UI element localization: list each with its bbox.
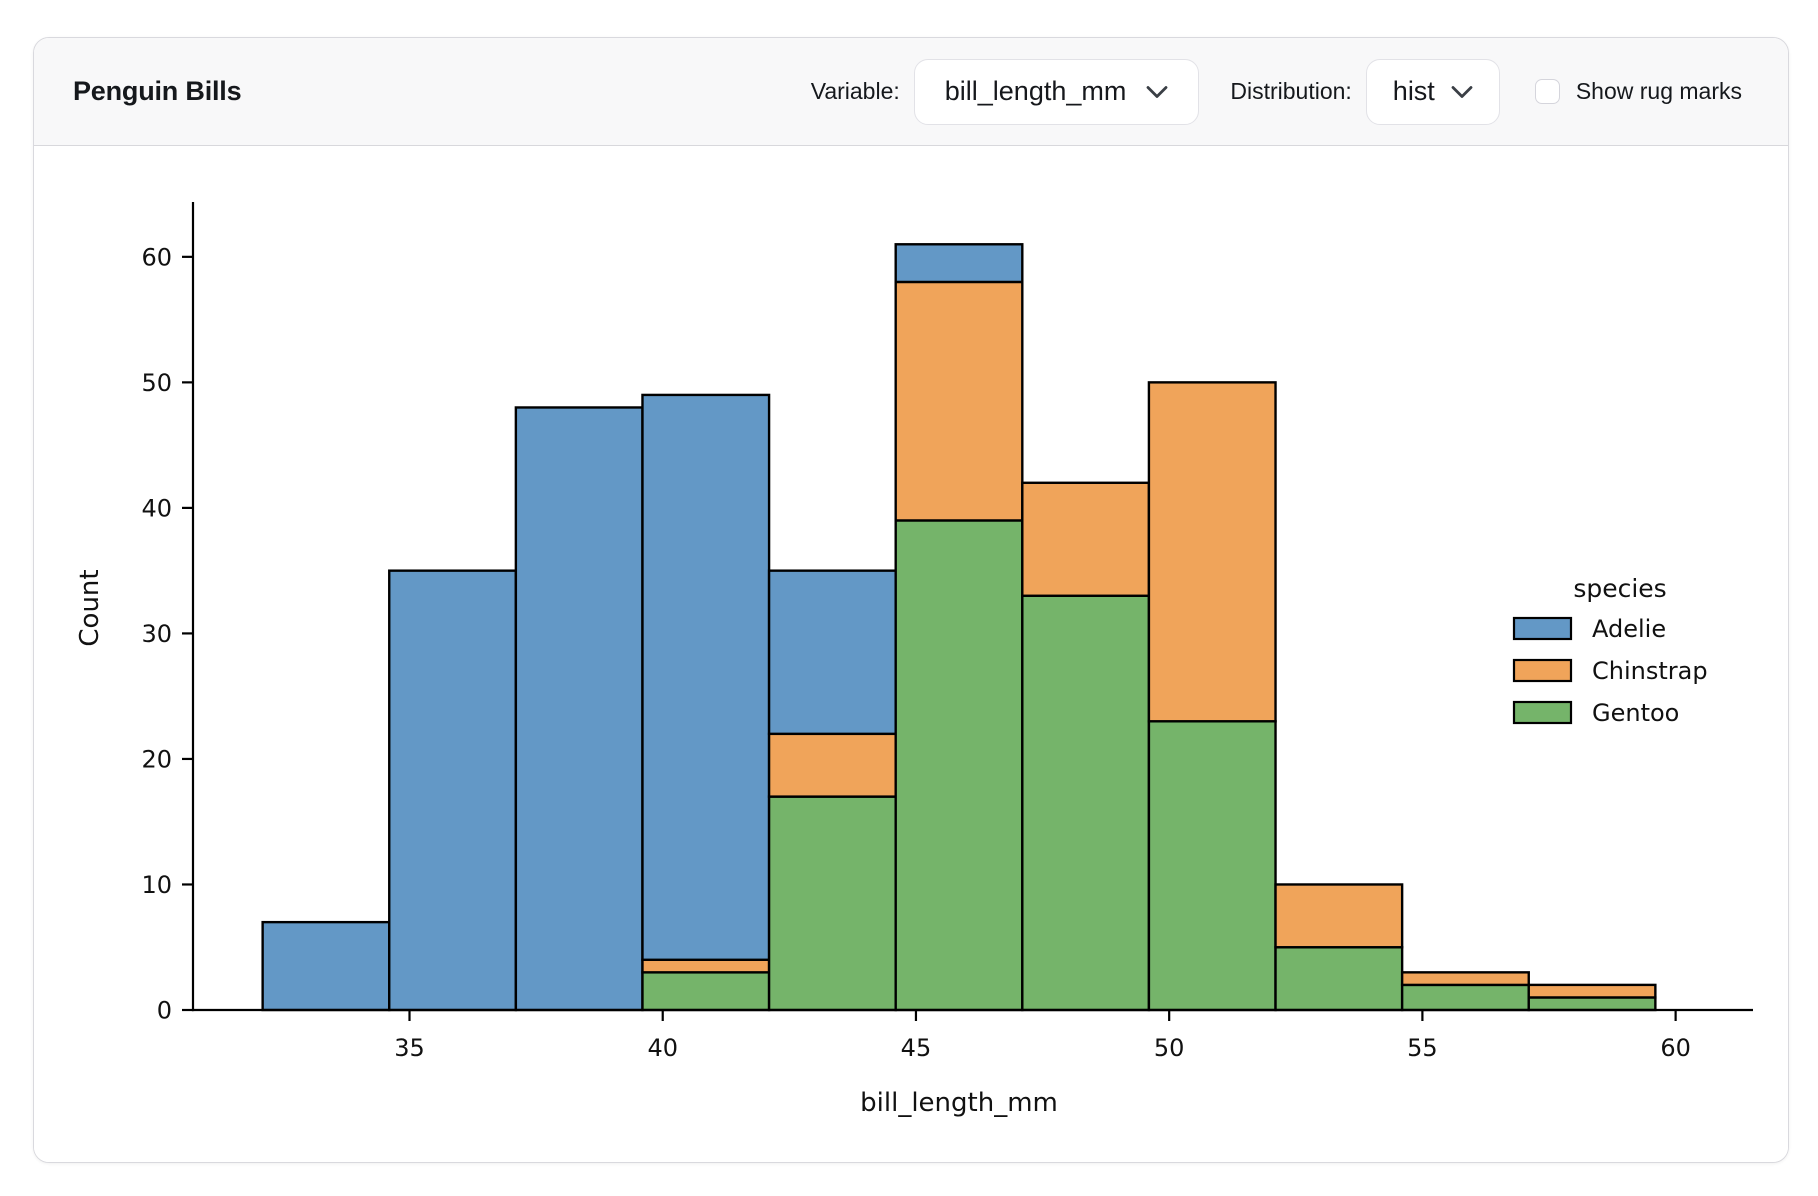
histogram-bar-segment-chinstrap xyxy=(1147,381,1277,723)
histogram-bar-segment-gentoo xyxy=(767,795,897,1012)
y-axis-label: Count xyxy=(75,569,105,646)
legend-swatch-gentoo xyxy=(1512,700,1573,725)
y-tick-label: 10 xyxy=(141,871,172,899)
y-tick-label: 40 xyxy=(141,494,172,522)
header-controls: Variable: bill_length_mm Distribution: h… xyxy=(810,58,1742,125)
distribution-select-value: hist xyxy=(1392,76,1435,106)
legend-title: species xyxy=(1573,574,1666,603)
legend-label-adelie: Adelie xyxy=(1592,615,1666,643)
chevron-down-icon xyxy=(1451,85,1473,98)
y-tick-label: 60 xyxy=(141,243,172,271)
histogram-bar-segment-gentoo xyxy=(1400,983,1530,1012)
page-title: Penguin Bills xyxy=(73,76,242,106)
chevron-down-icon xyxy=(1146,85,1168,98)
histogram-bar-segment-chinstrap xyxy=(1274,883,1404,949)
legend-swatch-adelie xyxy=(1512,616,1573,641)
histogram-bar-segment-chinstrap xyxy=(767,732,897,798)
histogram-bar-segment-gentoo xyxy=(894,519,1024,1012)
y-tick-label: 0 xyxy=(157,997,172,1025)
variable-select-value: bill_length_mm xyxy=(944,76,1127,106)
legend-swatch-chinstrap xyxy=(1512,658,1573,683)
histogram-bar-segment-gentoo xyxy=(641,971,771,1012)
axes: 35 40 45 50 55 60 0 10 20 30 40 50 60 bill_length_mm C… xyxy=(75,202,1753,1118)
card-header: Penguin Bills Variable: bill_length_mm D… xyxy=(34,38,1788,146)
show-rug-checkbox[interactable] xyxy=(1534,79,1560,104)
x-tick-label: 35 xyxy=(394,1034,425,1062)
x-axis-label: bill_length_mm xyxy=(860,1088,1058,1118)
x-tick-label: 45 xyxy=(901,1034,932,1062)
histogram-bar-segment-gentoo xyxy=(1274,946,1404,1012)
histogram-bar-segment-gentoo xyxy=(1527,996,1657,1012)
histogram-bar-segment-adelie xyxy=(767,569,897,736)
histogram-bar-segment-adelie xyxy=(894,243,1024,284)
histogram-bar-segment-gentoo xyxy=(1021,594,1151,1012)
x-tick-label: 40 xyxy=(647,1034,678,1062)
x-tick-label: 60 xyxy=(1660,1034,1691,1062)
y-tick-label: 50 xyxy=(141,369,172,397)
histogram-bar-segment-adelie xyxy=(388,569,518,1012)
histogram-bar-segment-chinstrap xyxy=(1527,983,1657,999)
histogram-bar-segment-chinstrap xyxy=(641,958,771,974)
x-tick-label: 50 xyxy=(1154,1034,1185,1062)
y-tick-label: 30 xyxy=(141,620,172,648)
histogram-bar-segment-adelie xyxy=(261,920,391,1012)
histogram-bar-segment-adelie xyxy=(514,406,644,1012)
histogram-bar-segment-gentoo xyxy=(1147,720,1277,1012)
histogram-bar-segment-chinstrap xyxy=(894,280,1024,522)
distribution-select[interactable]: hist xyxy=(1365,58,1500,125)
histogram-bars xyxy=(261,243,1657,1012)
histogram-bar-segment-adelie xyxy=(641,393,771,961)
show-rug-label: Show rug marks xyxy=(1575,78,1742,104)
variable-label: Variable: xyxy=(810,78,900,104)
penguin-bills-card: Penguin Bills Variable: bill_length_mm D… xyxy=(33,37,1789,1163)
legend: species Adelie Chinstrap Gentoo xyxy=(1512,574,1708,727)
variable-select[interactable]: bill_length_mm xyxy=(913,58,1200,125)
legend-label-gentoo: Gentoo xyxy=(1592,699,1679,727)
histogram-chart: 35 40 45 50 55 60 0 10 20 30 40 50 60 bill_length_mm C… xyxy=(75,202,1753,1118)
card-body: 35 40 45 50 55 60 0 10 20 30 40 50 60 bill_length_mm C… xyxy=(34,146,1788,1162)
distribution-label: Distribution: xyxy=(1230,78,1352,104)
legend-label-chinstrap: Chinstrap xyxy=(1592,657,1708,685)
x-tick-label: 55 xyxy=(1407,1034,1438,1062)
histogram-bar-segment-chinstrap xyxy=(1400,971,1530,987)
y-tick-label: 20 xyxy=(141,745,172,773)
histogram-bar-segment-chinstrap xyxy=(1021,481,1151,597)
